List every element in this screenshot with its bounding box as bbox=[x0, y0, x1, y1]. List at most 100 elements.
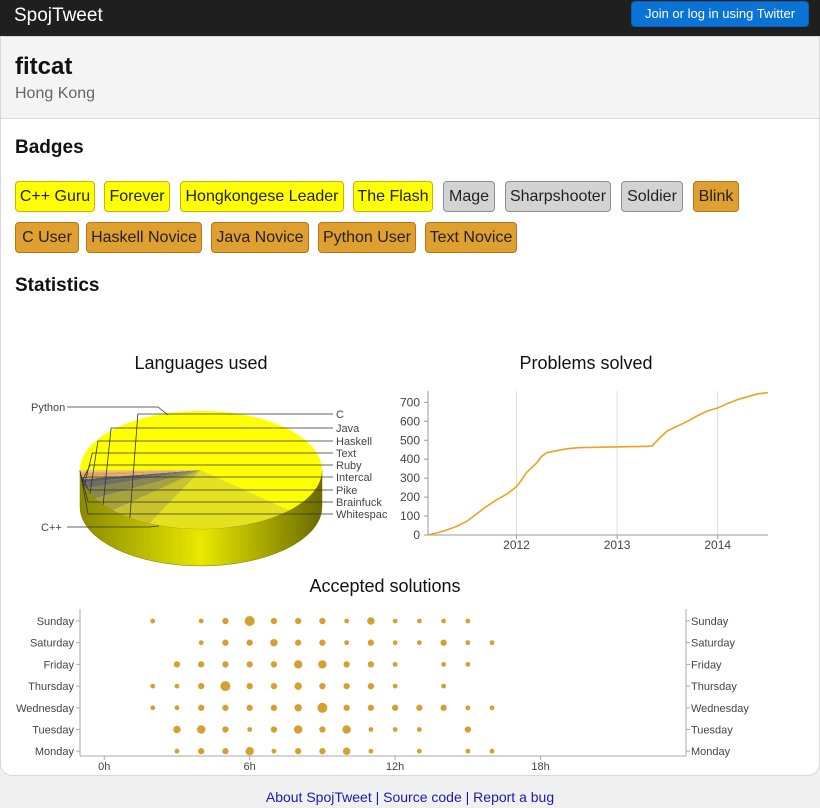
dot-sunday-9h bbox=[319, 617, 326, 625]
dot-saturday-10h bbox=[344, 640, 350, 646]
dot-sunday-7h bbox=[270, 617, 278, 625]
footer-link-source[interactable]: Source code bbox=[383, 789, 462, 805]
dot-chart-x-tick-label: 6h bbox=[244, 761, 256, 773]
dot-sunday-10h bbox=[344, 618, 350, 624]
badge-forever[interactable]: Forever bbox=[104, 181, 170, 212]
dot-chart-day-label-right: Sunday bbox=[691, 616, 729, 628]
dot-chart-day-label-left: Friday bbox=[43, 659, 74, 671]
main-card: fitcat Hong Kong Badges C++ Guru Forever H… bbox=[0, 36, 820, 776]
dot-chart-x-tick-label: 18h bbox=[531, 761, 549, 773]
dot-tuesday-15h bbox=[464, 726, 471, 733]
dot-wednesday-3h bbox=[174, 705, 180, 711]
badge-sharpshooter[interactable]: Sharpshooter bbox=[505, 181, 611, 212]
line-chart-x-tick-label: 2012 bbox=[503, 538, 530, 552]
twitter-login-button[interactable]: Join or log in using Twitter bbox=[631, 1, 809, 27]
dot-monday-9h bbox=[319, 748, 326, 755]
dot-monday-3h bbox=[174, 748, 180, 754]
dot-thursday-2h bbox=[150, 683, 156, 689]
dot-wednesday-10h bbox=[343, 704, 350, 711]
pie-label-c: C bbox=[336, 409, 344, 421]
dot-friday-7h bbox=[270, 661, 278, 668]
pie-slice-whitespac bbox=[80, 470, 201, 472]
pie-slice-brainfuck bbox=[80, 470, 201, 474]
line-chart-y-tick-label: 0 bbox=[413, 528, 420, 542]
badge-c-guru[interactable]: C++ Guru bbox=[15, 181, 95, 212]
dot-chart-day-label-left: Monday bbox=[35, 746, 75, 758]
dot-saturday-14h bbox=[440, 639, 447, 646]
dot-tuesday-7h bbox=[270, 726, 278, 733]
dot-friday-5h bbox=[222, 661, 229, 668]
dot-wednesday-6h bbox=[246, 704, 253, 711]
footer-link-about[interactable]: About SpojTweet bbox=[265, 789, 372, 805]
footer: About SpojTweet | Source code | Report a… bbox=[0, 789, 820, 805]
pie-leader-line bbox=[67, 525, 160, 528]
dot-chart-day-label-right: Wednesday bbox=[691, 703, 749, 715]
badge-text-novice[interactable]: Text Novice bbox=[425, 222, 517, 253]
dot-chart-day-label-right: Saturday bbox=[691, 638, 736, 650]
dot-thursday-7h bbox=[270, 682, 278, 690]
line-chart-y-tick-label: 200 bbox=[400, 490, 420, 504]
badge-python-user[interactable]: Python User bbox=[318, 222, 416, 253]
dot-friday-4h bbox=[198, 661, 205, 668]
dot-friday-15h bbox=[465, 662, 471, 667]
statistics-heading: Statistics bbox=[15, 275, 100, 296]
dot-monday-11h bbox=[368, 748, 374, 754]
badge-haskell-novice[interactable]: Haskell Novice bbox=[86, 222, 202, 253]
dot-friday-8h bbox=[293, 660, 303, 669]
footer-separator: | bbox=[375, 789, 380, 805]
pie-leader-line bbox=[67, 406, 169, 416]
dot-saturday-15h bbox=[465, 640, 471, 646]
dot-monday-7h bbox=[271, 748, 277, 754]
badge-the-flash[interactable]: The Flash bbox=[353, 181, 433, 212]
badge-c-user[interactable]: C User bbox=[15, 222, 79, 253]
dot-monday-10h bbox=[342, 747, 351, 755]
dot-tuesday-5h bbox=[222, 726, 229, 733]
dot-tuesday-8h bbox=[293, 725, 303, 734]
dot-wednesday-5h bbox=[222, 704, 229, 711]
dot-sunday-14h bbox=[441, 618, 446, 624]
dot-friday-9h bbox=[318, 660, 327, 669]
dot-wednesday-15h bbox=[465, 705, 471, 711]
brand-logo-text[interactable]: SpojTweet bbox=[14, 5, 103, 26]
badge-soldier[interactable]: Soldier bbox=[621, 181, 683, 212]
badges-heading: Badges bbox=[15, 137, 84, 158]
dot-friday-6h bbox=[246, 661, 253, 668]
line-chart-y-tick-label: 500 bbox=[400, 433, 420, 447]
line-chart-y-tick-label: 700 bbox=[400, 395, 420, 409]
dot-sunday-12h bbox=[392, 618, 398, 624]
badge-java-novice[interactable]: Java Novice bbox=[211, 222, 309, 253]
profile-header: fitcat Hong Kong bbox=[1, 37, 819, 119]
pie-slice-ruby bbox=[81, 470, 201, 483]
badge-blink[interactable]: Blink bbox=[693, 181, 739, 212]
badge-hongkongese-leader[interactable]: Hongkongese Leader bbox=[180, 181, 344, 212]
dot-saturday-11h bbox=[367, 639, 375, 646]
dot-monday-16h bbox=[489, 748, 495, 754]
dot-friday-10h bbox=[343, 661, 350, 668]
dot-monday-4h bbox=[198, 748, 205, 755]
dot-wednesday-7h bbox=[270, 704, 278, 711]
dot-tuesday-6h bbox=[247, 727, 253, 732]
dot-sunday-15h bbox=[465, 618, 471, 624]
pie-leader-line bbox=[89, 440, 333, 494]
pie-label-pike: Pike bbox=[336, 485, 357, 497]
statistics-charts: Languages used C++ Python C JavaHaskellTextR… bbox=[16, 353, 769, 773]
user-name: fitcat bbox=[15, 53, 73, 80]
pie-leader-line bbox=[79, 470, 333, 515]
dot-sunday-2h bbox=[150, 618, 156, 624]
dot-wednesday-9h bbox=[317, 702, 328, 713]
dot-saturday-12h bbox=[392, 640, 398, 646]
dot-tuesday-3h bbox=[173, 725, 181, 734]
dot-saturday-5h bbox=[222, 639, 229, 646]
pie-label-text: Text bbox=[336, 448, 356, 460]
badge-mage[interactable]: Mage bbox=[443, 181, 495, 212]
pie-slice-text bbox=[82, 470, 201, 489]
dot-wednesday-4h bbox=[198, 704, 205, 711]
dot-thursday-12h bbox=[392, 683, 398, 689]
dot-wednesday-14h bbox=[440, 704, 447, 711]
dot-monday-5h bbox=[222, 748, 229, 755]
pie-label-brainfuck: Brainfuck bbox=[336, 497, 382, 509]
dot-wednesday-8h bbox=[294, 704, 302, 712]
dot-chart-day-label-left: Wednesday bbox=[16, 703, 74, 715]
footer-link-bug[interactable]: Report a bug bbox=[473, 789, 555, 805]
dot-chart-day-label-left: Saturday bbox=[30, 638, 75, 650]
